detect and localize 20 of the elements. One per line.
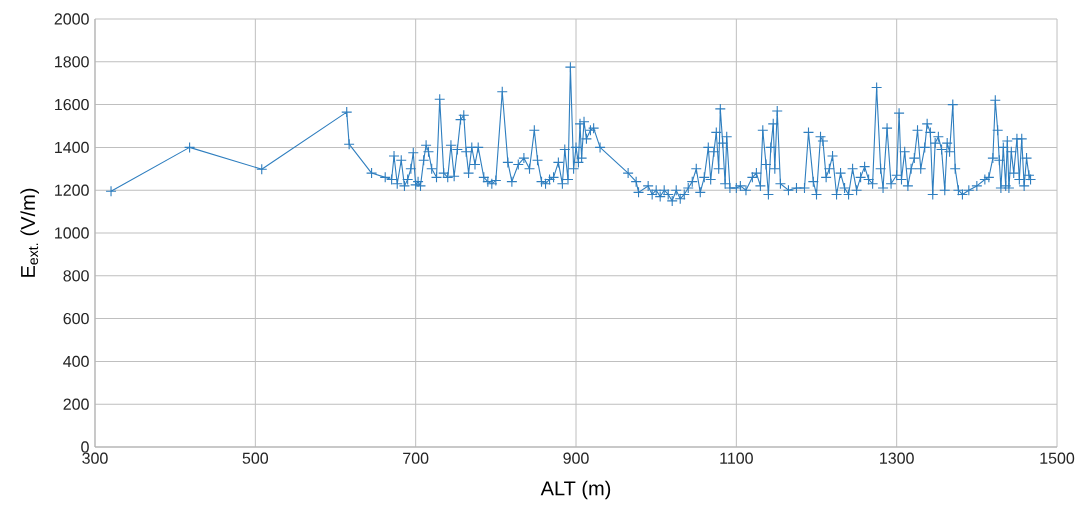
y-tick-label: 1600 xyxy=(55,98,89,111)
x-tick-label: 1500 xyxy=(1040,452,1075,464)
x-tick-label: 1300 xyxy=(880,452,914,464)
y-tick-label: 1400 xyxy=(55,141,89,154)
x-tick-label: 900 xyxy=(563,452,589,464)
y-tick-label: 1000 xyxy=(55,227,89,239)
y-tick-label: 2000 xyxy=(54,13,89,25)
x-tick-label: 300 xyxy=(82,452,108,464)
y-tick-label: 400 xyxy=(63,355,89,368)
y-tick-label: 600 xyxy=(63,312,89,325)
y-tick-label: 1200 xyxy=(55,184,89,196)
x-tick-label: 500 xyxy=(242,452,269,464)
y-tick-label: 200 xyxy=(63,398,89,410)
y-tick-label: 800 xyxy=(63,270,89,282)
y-tick-label: 0 xyxy=(81,441,89,453)
x-tick-label: 700 xyxy=(403,452,429,464)
x-tick-label: 1100 xyxy=(720,452,753,464)
y-tick-label: 1800 xyxy=(55,56,89,68)
x-axis-title: ALT (m) xyxy=(540,480,611,500)
y-axis-title: E$_{ext.}$ (V/m) xyxy=(20,188,40,277)
